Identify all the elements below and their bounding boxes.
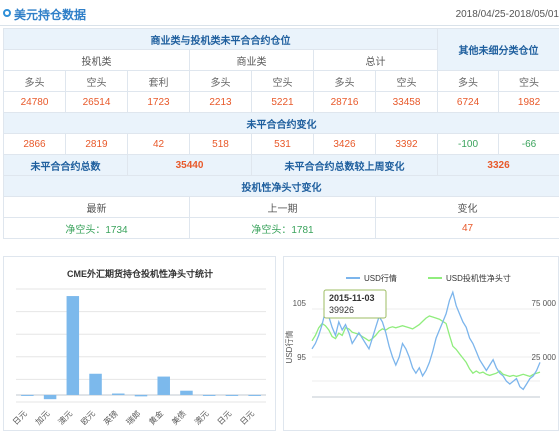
prev-text: 净空头：1781: [251, 224, 314, 236]
y-axis-label: USD行情: [284, 331, 294, 364]
bar-3: [89, 373, 102, 395]
other-long-value: 6724: [437, 91, 500, 113]
spec-arb-change: 42: [127, 133, 190, 155]
usd-line-chart: USD行情 USD投机性净头寸 105 95 75 000 25 000 USD行情 2015…: [283, 256, 559, 431]
x-tick-label: 日元: [216, 409, 234, 427]
net-change-value: 47: [374, 217, 559, 239]
x-tick-label: 美债: [169, 408, 187, 426]
total-short-value: 33458: [374, 91, 439, 113]
spec-long-label: 多头: [3, 70, 66, 92]
line-chart-svg: USD行情 USD投机性净头寸 105 95 75 000 25 000 USD行情 2015…: [284, 273, 557, 398]
oi-change-value: 3326: [437, 154, 559, 176]
x-tick-label: 日元: [238, 409, 256, 427]
group-other-header: 其他未细分类仓位: [437, 28, 559, 71]
comm-header: 商业类: [189, 49, 314, 71]
bar-7: [180, 390, 193, 395]
spec-short-value: 26514: [65, 91, 128, 113]
comm-long-change: 518: [189, 133, 252, 155]
y-left-tick: 105: [293, 299, 307, 308]
spec-short-label: 空头: [65, 70, 128, 92]
series-net-position-line: [311, 315, 541, 378]
latest-net-value: 净空头：1734: [3, 217, 190, 239]
comm-short-value: 5221: [251, 91, 314, 113]
bar-chart-title: CME外汇期货持仓投机性净头寸统计: [67, 268, 213, 279]
date-range: 2018/04/25-2018/05/01: [455, 9, 559, 20]
x-tick-label: 日元: [11, 409, 29, 427]
legend-label: USD行情: [364, 273, 397, 283]
net-position-bar-chart: CME外汇期货持仓投机性净头寸统计 日元 加元 澳元 欧元 英镑 瑞郎 黄金 美债 澳元 日元 日元: [3, 256, 276, 431]
x-tick-label: 英镑: [101, 408, 119, 426]
bar-8: [202, 394, 216, 396]
spec-header: 投机类: [3, 49, 190, 71]
x-tick-label: 欧元: [79, 408, 97, 426]
spec-arb-label: 套利: [127, 70, 190, 92]
legend-label: USD投机性净头寸: [446, 273, 511, 283]
bar-4: [112, 393, 125, 395]
total-header: 总计: [312, 49, 439, 71]
spec-short-change: 2819: [65, 133, 128, 155]
section-title: 美元持仓数据: [14, 8, 87, 22]
oi-total-label: 未平合合约总数: [3, 154, 128, 176]
bar-6: [157, 376, 170, 395]
total-short-label: 空头: [374, 70, 439, 92]
comm-long-label: 多头: [189, 70, 252, 92]
series-usd-price-line: [311, 290, 541, 391]
circle-icon: [3, 9, 11, 17]
oi-total-value: 35440: [127, 154, 252, 176]
x-tick-label: 瑞郎: [124, 408, 142, 426]
other-long-label: 多头: [437, 70, 500, 92]
total-long-change: 3426: [313, 133, 376, 155]
bar-1: [43, 394, 57, 400]
other-short-change: -66: [498, 133, 559, 155]
change-header: 未平合合约变化: [2, 112, 559, 134]
bar-5: [134, 394, 148, 397]
net-change-header: 投机性净头寸变化: [2, 175, 559, 197]
group-commercial-header: 商业类与投机类未平合合约仓位: [2, 28, 439, 50]
spec-long-change: 2866: [3, 133, 66, 155]
comm-long-value: 2213: [189, 91, 252, 113]
spec-arb-value: 1723: [127, 91, 190, 113]
prev-net-value: 净空头：1781: [189, 217, 376, 239]
comm-short-label: 空头: [251, 70, 314, 92]
positions-table: 商业类与投机类未平合合约仓位 其他未细分类仓位 投机类 商业类 总计 多头 空头…: [2, 28, 559, 239]
tooltip-box: [323, 289, 387, 319]
total-long-value: 28716: [313, 91, 376, 113]
x-tick-label: 澳元: [56, 408, 74, 426]
prev-label: 上一期: [189, 196, 376, 218]
change-label: 变化: [374, 196, 559, 218]
tooltip-date: 2015-11-03: [329, 293, 375, 303]
total-short-change: 3392: [374, 133, 439, 155]
y-left-tick: 95: [297, 353, 306, 362]
total-long-label: 多头: [313, 70, 376, 92]
section-header: 美元持仓数据 2018/04/25-2018/05/01: [0, 0, 559, 26]
x-tick-label: 黄金: [147, 408, 165, 426]
latest-text: 净空头：1734: [65, 224, 128, 236]
latest-label: 最新: [3, 196, 190, 218]
x-tick-label: 加元: [33, 408, 51, 426]
bar-2: [66, 296, 80, 395]
y-right-tick: 75 000: [532, 299, 557, 308]
tooltip-value: 39926: [329, 305, 354, 315]
comm-short-change: 531: [251, 133, 314, 155]
spec-long-value: 24780: [3, 91, 66, 113]
bar-10: [248, 394, 261, 396]
other-short-label: 空头: [498, 70, 559, 92]
bar-0: [21, 394, 34, 396]
bar-9: [225, 394, 239, 396]
y-right-tick: 25 000: [532, 353, 557, 362]
oi-change-label: 未平合合约总数较上周变化: [250, 154, 439, 176]
other-long-change: -100: [437, 133, 500, 155]
x-tick-label: 澳元: [192, 408, 210, 426]
bar-chart-svg: CME外汇期货持仓投机性净头寸统计 日元 加元 澳元 欧元 英镑 瑞郎 黄金 美债 澳元 日元 日元: [11, 268, 266, 427]
other-short-value: 1982: [498, 91, 559, 113]
